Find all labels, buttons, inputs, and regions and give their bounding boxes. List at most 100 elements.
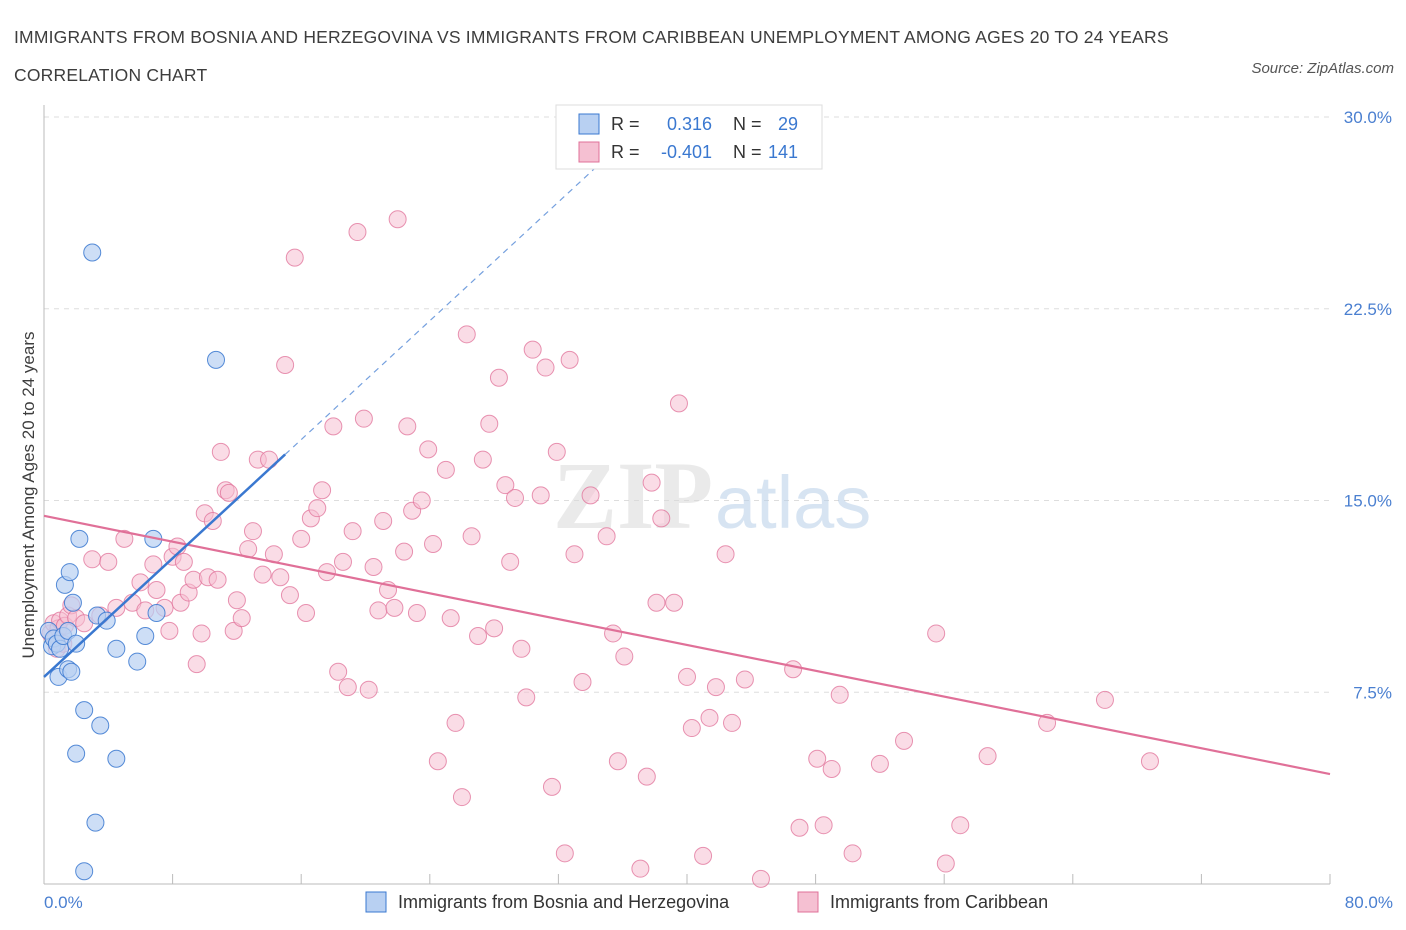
caribbean-point [496,476,515,495]
legend-n-label: N = [733,142,762,162]
caribbean-point [647,593,666,612]
y-tick-label: 30.0% [1344,108,1392,127]
caribbean-point [523,340,542,359]
y-tick-label: 22.5% [1344,300,1392,319]
caribbean-point [324,417,343,436]
caribbean-point [604,624,623,643]
caribbean-point [505,488,524,507]
caribbean-point [951,816,970,835]
caribbean-point [115,529,134,548]
caribbean-point [716,545,735,564]
bosnia-point [62,662,81,681]
caribbean-point [790,818,809,837]
caribbean-point [348,223,367,242]
caribbean-point [398,417,417,436]
bosnia-point [75,862,94,881]
caribbean-point [706,678,725,697]
caribbean-point [99,552,118,571]
caribbean-point [131,573,150,592]
caribbean-point [501,552,520,571]
caribbean-point [462,527,481,546]
bosnia-point [83,243,102,262]
caribbean-point [260,450,279,469]
caribbean-point [243,522,262,541]
caribbean-point [174,552,193,571]
caribbean-point [536,358,555,377]
caribbean-point [735,670,754,689]
legend-n-value: 29 [778,114,798,134]
caribbean-point [808,749,827,768]
caribbean-point [280,586,299,605]
legend-r-label: R = [611,114,640,134]
caribbean-point [441,609,460,628]
caribbean-point [343,522,362,541]
caribbean-point [489,368,508,387]
caribbean-point [211,442,230,461]
caribbean-point [597,527,616,546]
legend-n-label: N = [733,114,762,134]
caribbean-point [843,844,862,863]
chart-title: IMMIGRANTS FROM BOSNIA AND HERZEGOVINA V… [14,27,1169,85]
caribbean-point [581,486,600,505]
legend-n-value: 141 [768,142,798,162]
caribbean-point [271,568,290,587]
caribbean-point [292,529,311,548]
bosnia-point [128,652,147,671]
legend-box [555,104,823,170]
caribbean-point [723,713,742,732]
caribbean-point [374,511,393,530]
bosnia-point [67,634,86,653]
y-tick-label: 15.0% [1344,492,1392,511]
caribbean-point [385,598,404,617]
caribbean-point [555,844,574,863]
caribbean-point [573,673,592,692]
caribbean-point [895,731,914,750]
caribbean-point [637,767,656,786]
caribbean-point [192,624,211,643]
caribbean-point [784,660,803,679]
tick-labels: 7.5% 15.0% 22.5% 30.0% 0.0% 80.0% [44,108,1393,912]
y-axis-title: Unemployment Among Ages 20 to 24 years [19,332,38,659]
caribbean-point [446,713,465,732]
legend-r-label: R = [611,142,640,162]
caribbean-point [369,601,388,620]
caribbean-point [338,678,357,697]
caribbean-point [107,598,126,617]
caribbean-point [517,688,536,707]
caribbean-point [870,754,889,773]
caribbean-point [232,609,251,628]
legend-swatch-bosnia [578,113,600,135]
caribbean-point [694,846,713,865]
bosnia-point [70,529,89,548]
caribbean-point [565,545,584,564]
caribbean-point [419,440,438,459]
legend-swatch-caribbean [578,141,600,163]
legend-r-value: 0.316 [667,114,712,134]
caribbean-point [608,752,627,771]
bosnia-point [107,639,126,658]
caribbean-point [485,619,504,638]
caribbean-point [364,557,383,576]
bosnia-points [39,243,226,881]
caribbean-point [542,777,561,796]
caribbean-point [665,593,684,612]
bosnia-point [75,701,94,720]
source-credit: Source: ZipAtlas.com [1251,60,1394,77]
caribbean-point [642,473,661,492]
caribbean-point [631,859,650,878]
caribbean-points [41,210,1159,888]
bosnia-point [67,744,86,763]
caribbean-point [822,759,841,778]
caribbean-point [308,499,327,518]
watermark-atlas: atlas [715,461,871,544]
caribbean-point [936,854,955,873]
caribbean-point [1095,690,1114,709]
bosnia-point [86,813,105,832]
caribbean-point [147,580,166,599]
axes [43,105,1331,885]
caribbean-point [814,816,833,835]
caribbean-point [144,555,163,574]
caribbean-point [333,552,352,571]
legend-r-value: -0.401 [661,142,712,162]
caribbean-point [547,442,566,461]
